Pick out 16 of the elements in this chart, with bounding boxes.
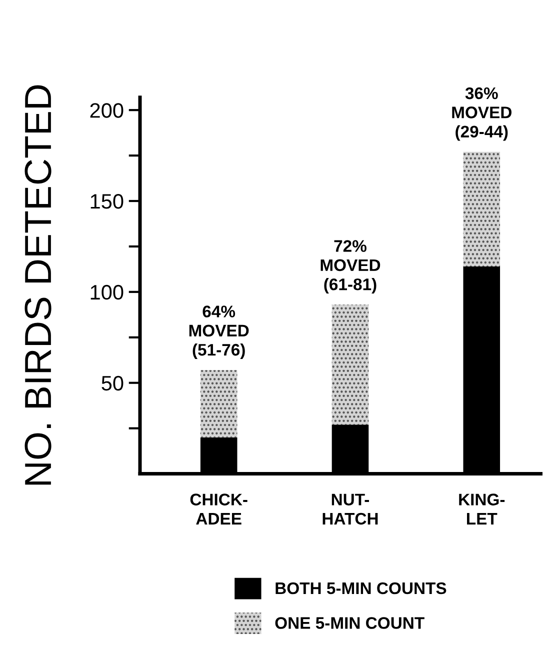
legend-label: ONE 5-MIN COUNT [275, 617, 424, 629]
bar [332, 304, 369, 425]
y-axis-title: NO. BIRDS DETECTED [24, 85, 52, 485]
annotation: 36% MOVED (29-44) [452, 87, 512, 141]
x-tick-label: CHICK- ADEE [190, 494, 248, 524]
bar [200, 370, 238, 438]
legend-label: BOTH 5-MIN COUNTS [276, 582, 446, 594]
annotation: 72% MOVED (61-81) [320, 240, 380, 294]
x-tick-label: NUT- HATCH [322, 494, 378, 525]
x-tick-label: KING- LET [459, 494, 505, 524]
y-tick-label: 50 [102, 376, 124, 391]
annotation: 64% MOVED (51-76) [189, 306, 249, 360]
bar [463, 152, 500, 266]
y-tick-label: 100 [90, 284, 124, 300]
y-tick-label: 150 [90, 194, 124, 209]
y-tick-label: 200 [90, 103, 124, 118]
